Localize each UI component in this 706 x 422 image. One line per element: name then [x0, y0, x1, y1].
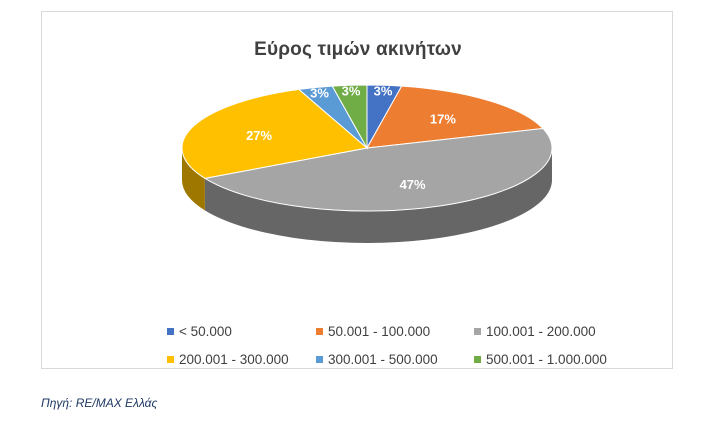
legend-swatch	[316, 355, 323, 363]
pie-chart: 3% 17% 47% 27% 3% 3%	[181, 83, 553, 243]
legend-item-under-50000: < 50.000	[167, 322, 232, 340]
legend-item-300001-500000: 300.001 - 500.000	[316, 350, 438, 368]
slice-label-1: 17%	[430, 112, 456, 127]
source-note: Πηγή: RE/MAX Ελλάς	[41, 396, 158, 410]
slice-label-2: 47%	[400, 177, 426, 192]
pie-slice-5	[331, 84, 368, 150]
legend-swatch	[316, 327, 323, 335]
legend-label: 500.001 - 1.000.000	[486, 351, 607, 367]
legend-label: 200.001 - 300.000	[179, 351, 289, 367]
legend-item-50001-100000: 50.001 - 100.000	[316, 322, 430, 340]
legend-item-100001-200000: 100.001 - 200.000	[474, 322, 596, 340]
legend-label: < 50.000	[179, 323, 232, 339]
pie-side-2	[204, 148, 552, 243]
chart-frame: Εύρος τιμών ακινήτων 3% 17% 47% 27% 3% 3% < 5…	[41, 11, 673, 369]
legend-swatch	[167, 355, 174, 363]
legend-label: 50.001 - 100.000	[328, 323, 431, 339]
legend-item-200001-300000: 200.001 - 300.000	[167, 350, 289, 368]
slice-label-0: 3%	[374, 83, 393, 98]
slice-label-4: 3%	[310, 85, 329, 100]
legend-label: 100.001 - 200.000	[486, 323, 596, 339]
pie-slice-2	[203, 128, 553, 212]
legend-swatch	[167, 327, 174, 335]
legend-swatch	[474, 327, 481, 335]
legend-label: 300.001 - 500.000	[328, 351, 438, 367]
pie-slice-1	[366, 85, 545, 149]
slice-label-3: 27%	[246, 128, 272, 143]
legend-swatch	[474, 355, 481, 363]
slice-label-5: 3%	[342, 83, 361, 98]
legend-item-500001-1000000: 500.001 - 1.000.000	[474, 350, 607, 368]
pie-slice-3	[181, 88, 369, 179]
chart-title: Εύρος τιμών ακινήτων	[254, 39, 462, 60]
